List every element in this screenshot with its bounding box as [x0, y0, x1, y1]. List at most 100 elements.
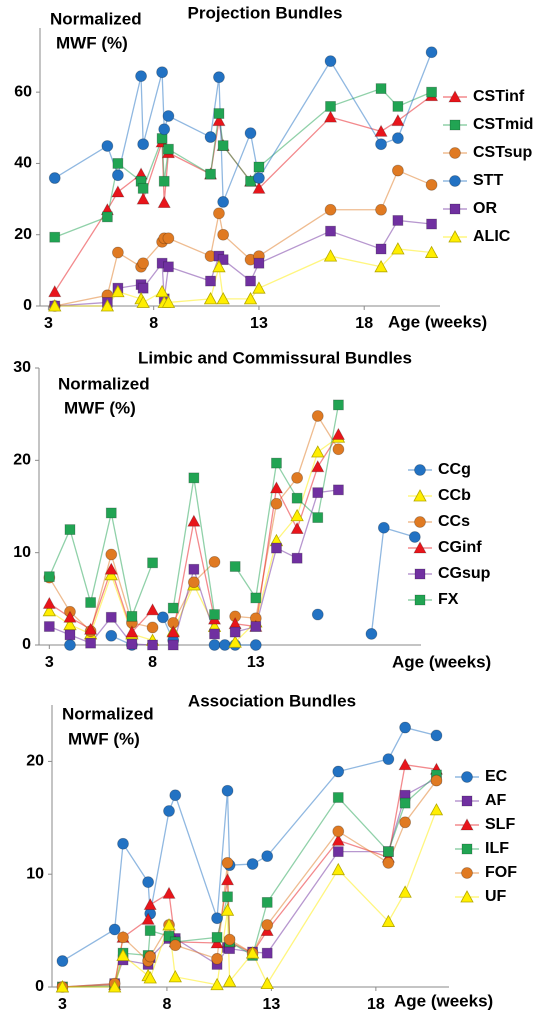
data-point: [332, 765, 345, 778]
data-point: [162, 232, 175, 245]
data-point: [218, 639, 231, 651]
data-point: [243, 292, 258, 305]
data-point: [163, 930, 175, 942]
legend-marker: [461, 867, 473, 879]
series-line: [62, 780, 437, 988]
y-tick-label: 10: [13, 544, 31, 561]
data-point: [253, 172, 265, 184]
legend-label: CCg: [438, 461, 471, 478]
data-point: [64, 524, 76, 535]
data-point: [105, 548, 118, 561]
data-point: [331, 833, 345, 846]
data-point: [375, 243, 387, 255]
data-point: [217, 228, 230, 241]
series-line: [62, 726, 437, 962]
x-tick-label: 13: [250, 315, 268, 332]
data-point: [311, 445, 325, 458]
data-point: [209, 628, 220, 640]
data-point: [156, 66, 169, 79]
data-point: [430, 729, 443, 742]
data-point: [111, 284, 125, 298]
data-point: [391, 113, 405, 127]
data-point: [105, 507, 117, 519]
data-point: [252, 281, 266, 294]
data-point: [105, 629, 118, 642]
y-axis-label: Normalized: [58, 374, 150, 393]
legend-marker: [414, 464, 426, 476]
legend-marker: [449, 147, 461, 159]
data-point: [424, 245, 439, 258]
legend-label: FX: [438, 591, 459, 608]
data-point: [270, 497, 283, 510]
data-point: [104, 562, 118, 575]
data-point: [157, 195, 171, 209]
data-point: [324, 203, 337, 216]
data-point: [425, 46, 438, 59]
data-point: [208, 639, 221, 651]
data-point: [166, 625, 180, 638]
legend-label: CSTsup: [473, 144, 532, 161]
data-point: [221, 784, 234, 797]
data-point: [211, 952, 223, 965]
data-point: [271, 457, 282, 469]
data-point: [375, 203, 387, 216]
data-point: [391, 242, 405, 255]
data-point: [332, 825, 345, 838]
data-point: [333, 484, 344, 496]
data-point: [117, 837, 129, 850]
data-point: [208, 556, 221, 568]
data-point: [43, 621, 55, 632]
legend-marker: [449, 175, 461, 187]
data-point: [250, 592, 262, 604]
y-axis-label: MWF (%): [68, 729, 140, 748]
legend-label: FOF: [485, 864, 517, 881]
data-point: [392, 101, 404, 112]
data-point: [375, 138, 387, 151]
data-point: [333, 399, 344, 411]
data-point: [142, 876, 155, 888]
data-point: [168, 970, 182, 983]
data-point: [213, 207, 225, 220]
data-point: [105, 611, 117, 623]
data-point: [146, 621, 159, 634]
data-point: [252, 181, 266, 194]
data-point: [209, 609, 220, 620]
data-point: [250, 621, 262, 632]
data-point: [55, 980, 70, 993]
data-point: [365, 628, 378, 640]
panel-title: Projection Bundles: [188, 3, 343, 22]
data-point: [392, 215, 404, 226]
data-point: [48, 172, 61, 184]
data-point: [312, 512, 324, 523]
data-point: [144, 925, 156, 936]
data-point: [426, 218, 437, 230]
data-point: [261, 919, 274, 931]
data-point: [253, 257, 265, 269]
data-point: [220, 903, 235, 916]
data-point: [104, 567, 118, 581]
data-point: [188, 472, 200, 484]
data-point: [126, 610, 138, 622]
y-tick-label: 20: [26, 753, 44, 770]
data-point: [290, 521, 304, 535]
x-tick-label: 18: [367, 996, 385, 1013]
data-point: [167, 602, 179, 614]
legend-marker: [414, 568, 426, 580]
data-point: [212, 259, 226, 273]
data-point: [83, 622, 98, 635]
data-point: [332, 443, 345, 456]
data-point: [211, 931, 223, 943]
x-tick-label: 3: [45, 654, 54, 671]
data-point: [163, 261, 174, 273]
legend-marker: [449, 119, 461, 131]
data-point: [408, 531, 421, 543]
data-point: [43, 571, 55, 583]
data-point: [291, 492, 303, 504]
series-line: [54, 51, 433, 203]
data-point: [228, 635, 242, 648]
data-point: [126, 638, 138, 650]
data-point: [187, 576, 200, 589]
data-point: [210, 936, 224, 949]
data-point: [137, 257, 150, 270]
